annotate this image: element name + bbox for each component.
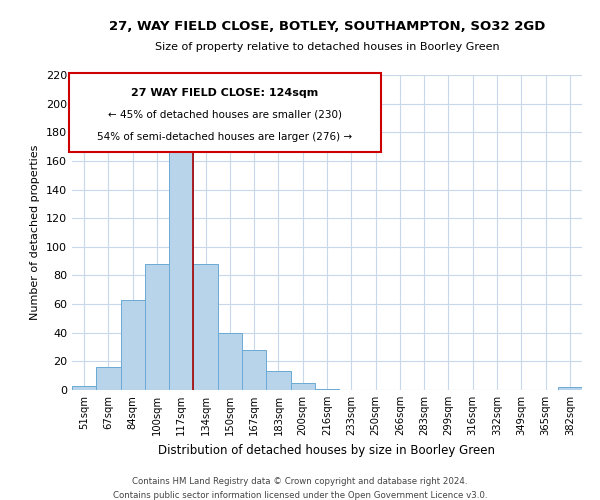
Text: Contains HM Land Registry data © Crown copyright and database right 2024.: Contains HM Land Registry data © Crown c… bbox=[132, 478, 468, 486]
Bar bbox=[558, 387, 582, 390]
Bar bbox=[218, 332, 242, 390]
Bar bbox=[242, 350, 266, 390]
Y-axis label: Number of detached properties: Number of detached properties bbox=[31, 145, 40, 320]
Text: Contains public sector information licensed under the Open Government Licence v3: Contains public sector information licen… bbox=[113, 491, 487, 500]
Bar bbox=[72, 386, 96, 390]
Bar bbox=[169, 142, 193, 390]
Bar bbox=[315, 388, 339, 390]
Bar bbox=[145, 264, 169, 390]
Bar bbox=[290, 383, 315, 390]
Bar bbox=[96, 367, 121, 390]
X-axis label: Distribution of detached houses by size in Boorley Green: Distribution of detached houses by size … bbox=[158, 444, 496, 456]
FancyBboxPatch shape bbox=[70, 74, 380, 152]
Text: 27, WAY FIELD CLOSE, BOTLEY, SOUTHAMPTON, SO32 2GD: 27, WAY FIELD CLOSE, BOTLEY, SOUTHAMPTON… bbox=[109, 20, 545, 33]
Text: 27 WAY FIELD CLOSE: 124sqm: 27 WAY FIELD CLOSE: 124sqm bbox=[131, 88, 319, 98]
Text: Size of property relative to detached houses in Boorley Green: Size of property relative to detached ho… bbox=[155, 42, 499, 52]
Bar bbox=[266, 372, 290, 390]
Bar bbox=[121, 300, 145, 390]
Text: 54% of semi-detached houses are larger (276) →: 54% of semi-detached houses are larger (… bbox=[97, 132, 353, 141]
Text: ← 45% of detached houses are smaller (230): ← 45% of detached houses are smaller (23… bbox=[108, 110, 342, 120]
Bar bbox=[193, 264, 218, 390]
